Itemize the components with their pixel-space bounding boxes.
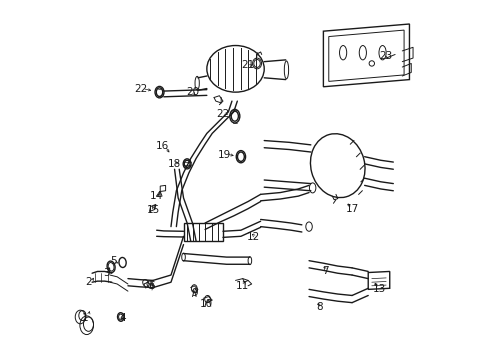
Bar	[183, 224, 223, 240]
Text: 19: 19	[218, 150, 231, 160]
Text: 20: 20	[185, 87, 199, 97]
Text: 22: 22	[134, 84, 147, 94]
Text: 7: 7	[321, 266, 328, 276]
Text: 9: 9	[191, 288, 197, 298]
Text: 2: 2	[85, 277, 92, 287]
Text: 14: 14	[150, 191, 163, 201]
Ellipse shape	[310, 134, 364, 198]
Text: 18: 18	[167, 159, 181, 169]
Text: 21: 21	[241, 60, 254, 70]
Text: 17: 17	[345, 204, 358, 214]
Text: 13: 13	[371, 284, 385, 294]
Text: 5: 5	[110, 256, 117, 266]
Text: 4: 4	[119, 313, 125, 323]
Polygon shape	[367, 271, 389, 289]
Text: 6: 6	[148, 281, 154, 291]
Text: 12: 12	[246, 232, 260, 242]
Text: 23: 23	[379, 51, 392, 61]
Text: 1: 1	[81, 313, 88, 323]
Text: 10: 10	[200, 299, 213, 309]
Text: 11: 11	[236, 281, 249, 291]
Ellipse shape	[206, 45, 264, 92]
Text: 22: 22	[216, 109, 229, 119]
Text: 16: 16	[155, 141, 168, 151]
Text: 15: 15	[146, 206, 160, 216]
Text: 8: 8	[316, 302, 323, 312]
Text: 3: 3	[103, 268, 109, 278]
Polygon shape	[323, 24, 408, 87]
